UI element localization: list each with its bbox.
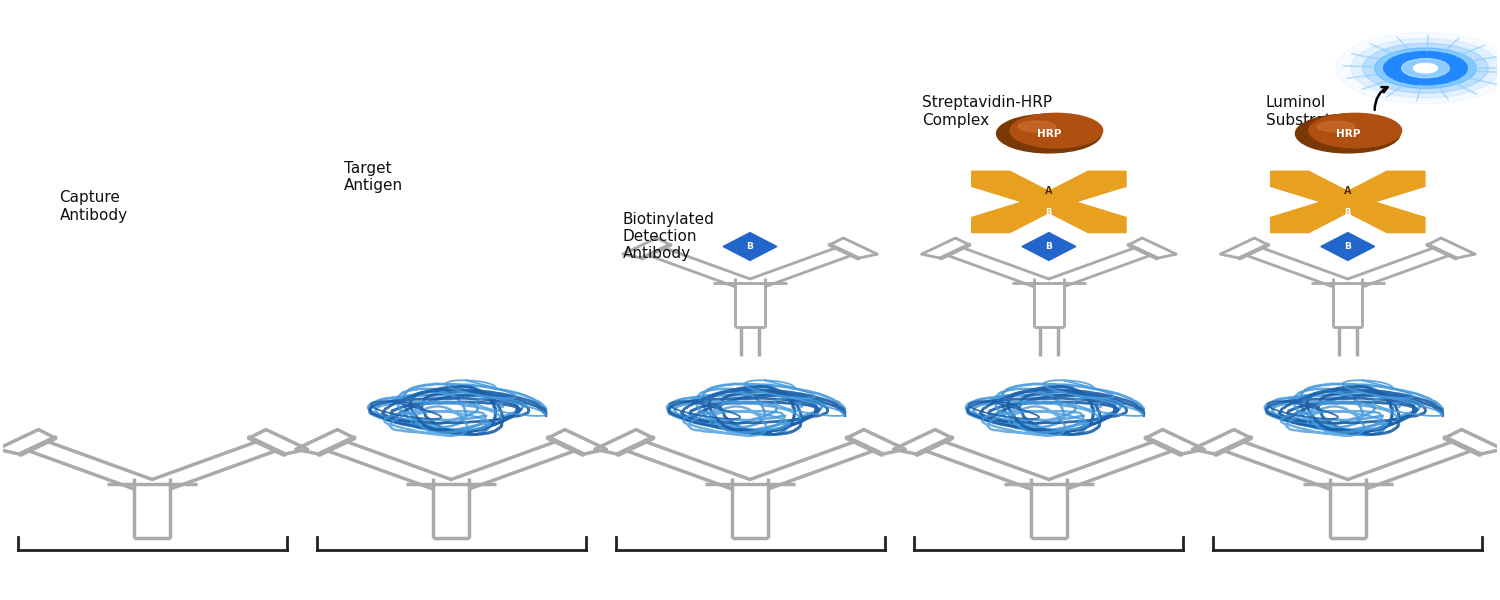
Text: Target
Antigen: Target Antigen — [344, 161, 402, 193]
Circle shape — [1362, 43, 1488, 93]
Circle shape — [1374, 48, 1476, 88]
Polygon shape — [1022, 233, 1076, 260]
Polygon shape — [1322, 233, 1374, 260]
Text: B: B — [1046, 242, 1053, 251]
Text: Luminol
Substrate: Luminol Substrate — [1266, 95, 1340, 128]
Ellipse shape — [1010, 113, 1102, 148]
Text: B: B — [1344, 208, 1352, 217]
Text: HRP: HRP — [1036, 128, 1060, 139]
Text: B: B — [1046, 208, 1052, 217]
Circle shape — [1022, 191, 1076, 212]
Circle shape — [1352, 38, 1500, 98]
Ellipse shape — [1019, 121, 1056, 132]
Ellipse shape — [996, 114, 1101, 153]
Text: B: B — [1344, 242, 1352, 251]
Polygon shape — [1344, 200, 1425, 233]
Polygon shape — [972, 200, 1053, 233]
Polygon shape — [1044, 200, 1126, 233]
Ellipse shape — [1310, 113, 1401, 148]
Text: Biotinylated
Detection
Antibody: Biotinylated Detection Antibody — [622, 212, 716, 262]
Text: Capture
Antibody: Capture Antibody — [60, 190, 128, 223]
Polygon shape — [1270, 200, 1352, 233]
Text: B: B — [747, 242, 753, 251]
Circle shape — [1401, 59, 1449, 77]
Text: A: A — [1344, 186, 1352, 196]
Polygon shape — [1270, 171, 1352, 203]
Polygon shape — [723, 233, 777, 260]
Ellipse shape — [1317, 121, 1354, 132]
Ellipse shape — [1296, 114, 1400, 153]
Circle shape — [1322, 191, 1374, 212]
Circle shape — [1383, 52, 1467, 85]
Text: A: A — [1046, 186, 1053, 196]
Polygon shape — [1344, 171, 1425, 203]
Text: Streptavidin-HRP
Complex: Streptavidin-HRP Complex — [922, 95, 1052, 128]
Text: HRP: HRP — [1335, 128, 1360, 139]
Circle shape — [1413, 64, 1437, 73]
Polygon shape — [1044, 171, 1126, 203]
Circle shape — [1336, 32, 1500, 104]
Polygon shape — [972, 171, 1053, 203]
